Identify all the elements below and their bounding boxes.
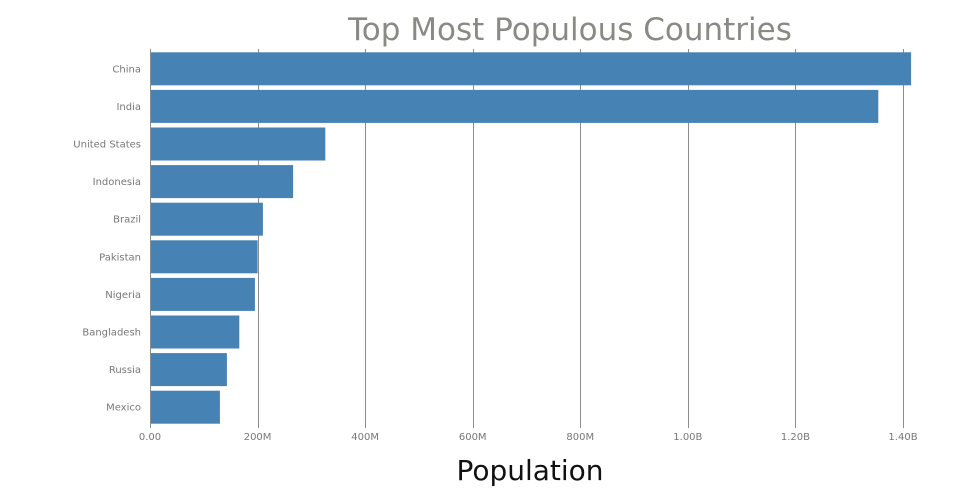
x-tick-label: 0.00	[139, 432, 161, 443]
bar-china	[150, 52, 912, 86]
x-tick-label: 200M	[244, 432, 272, 443]
x-tick-label: 1.20B	[781, 432, 810, 443]
category-label: Russia	[109, 365, 141, 376]
x-tick-label: 800M	[566, 432, 594, 443]
category-labels: China India United States Indonesia Brazil Pa…	[73, 64, 141, 413]
category-label: Indonesia	[93, 177, 141, 188]
category-label: India	[116, 102, 141, 113]
category-label: China	[112, 64, 141, 75]
bar-indonesia	[150, 165, 294, 199]
x-tick-label: 1.00B	[673, 432, 702, 443]
category-label: Brazil	[113, 215, 141, 226]
category-label: Mexico	[106, 403, 141, 414]
x-axis-label: Population	[456, 454, 603, 487]
x-tick-label: 1.40B	[888, 432, 917, 443]
bar-brazil	[150, 202, 263, 236]
category-label: Pakistan	[99, 252, 141, 263]
x-tick-label: 600M	[459, 432, 487, 443]
bar-united-states	[150, 127, 326, 161]
bar-india	[150, 89, 879, 123]
category-label: Nigeria	[105, 290, 141, 301]
x-tick-labels: 0.00 200M 400M 600M 800M 1.00B 1.20B 1.40B	[139, 432, 918, 443]
bar-nigeria	[150, 277, 255, 311]
bars	[150, 52, 912, 424]
bar-mexico	[150, 390, 220, 424]
x-tick-label: 400M	[351, 432, 379, 443]
category-label: United States	[73, 140, 141, 151]
bar-bangladesh	[150, 315, 240, 349]
bar-pakistan	[150, 240, 258, 274]
chart-title: Top Most Populous Countries	[347, 12, 792, 48]
category-label: Bangladesh	[82, 328, 141, 339]
bar-russia	[150, 353, 227, 387]
